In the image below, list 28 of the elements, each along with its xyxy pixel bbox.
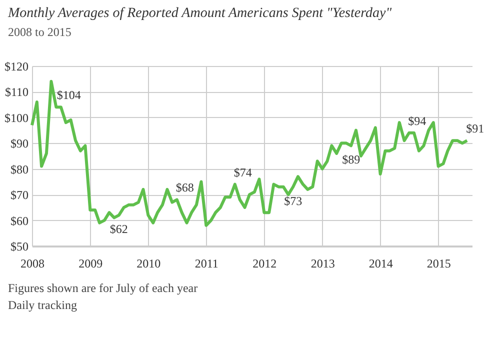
annotation: $91 xyxy=(466,122,484,136)
y-tick-label: $70 xyxy=(10,188,28,202)
x-tick-label: 2012 xyxy=(252,256,277,270)
annotation: $62 xyxy=(110,222,128,236)
x-tick-label: 2008 xyxy=(20,256,44,270)
y-tick-label: $110 xyxy=(4,85,28,100)
x-tick-label: 2009 xyxy=(78,256,103,270)
chart-subtitle: 2008 to 2015 xyxy=(7,24,72,40)
y-tick-label: $60 xyxy=(10,214,28,228)
y-tick-label: $90 xyxy=(10,136,28,151)
x-tick-label: 2013 xyxy=(310,256,335,270)
text: Daily tracking xyxy=(7,297,78,313)
y-tick-label: $50 xyxy=(10,240,28,254)
y-tick-label: $100 xyxy=(4,110,28,125)
x-tick-label: 2015 xyxy=(426,256,451,270)
chart-title: Monthly Averages of Reported Amount Americans Spent "Yesterday" xyxy=(6,5,393,22)
annotation: $74 xyxy=(234,165,252,180)
x-tick-label: 2011 xyxy=(194,256,218,270)
y-tick-label: $80 xyxy=(10,162,28,176)
text: Figures shown are for July of each year xyxy=(7,280,199,296)
annotation: $73 xyxy=(284,194,302,208)
annotation: $104 xyxy=(56,88,81,102)
annotation: $89 xyxy=(342,152,360,167)
annotation: $94 xyxy=(408,114,426,128)
x-tick-label: 2010 xyxy=(136,256,161,270)
y-tick-label: $120 xyxy=(4,60,28,74)
x-tick-label: 2014 xyxy=(368,256,393,270)
annotation: $68 xyxy=(176,180,194,195)
